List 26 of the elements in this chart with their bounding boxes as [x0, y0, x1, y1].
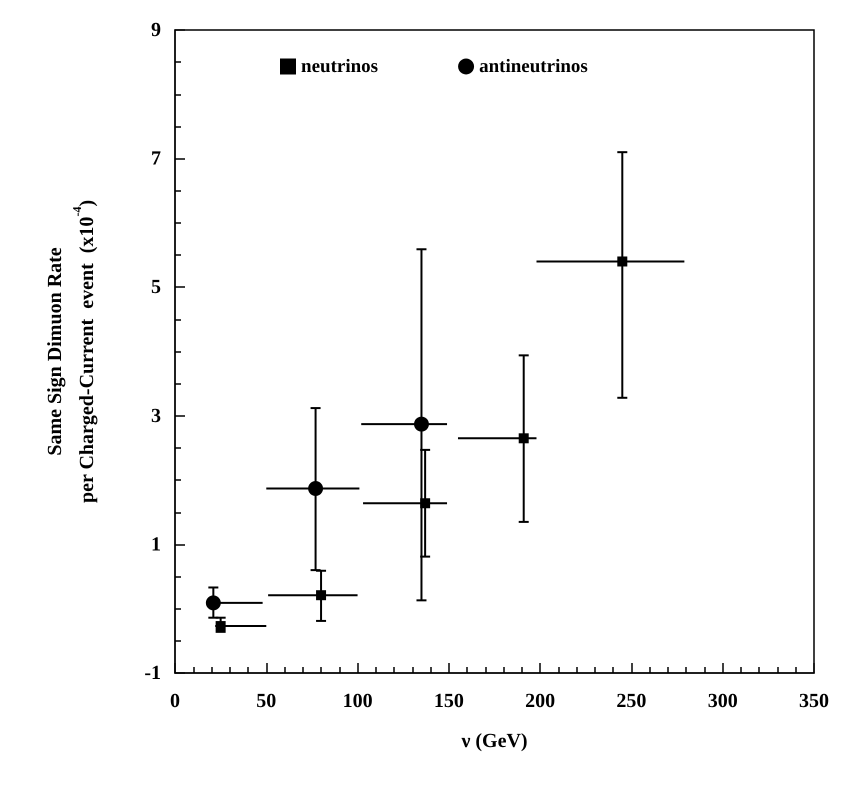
x-tick-label: 150 [434, 690, 464, 712]
point [617, 256, 628, 266]
point [414, 416, 429, 432]
x-axis-title: ν (GeV) [460, 730, 528, 752]
x-tick-label: 200 [525, 690, 556, 712]
y-tick-label: 3 [151, 404, 161, 427]
y-tick-label: -1 [144, 662, 161, 684]
y-axis-title: Same Sign Dimuon Rate per Charged-Current event (x10-4) [44, 200, 98, 504]
point [216, 621, 226, 632]
y-tick-label: 5 [151, 276, 161, 298]
y-tick-label: 9 [151, 19, 161, 41]
point [420, 498, 430, 508]
x-tick-label: 100 [342, 690, 373, 712]
y-tick-label: 1 [151, 533, 161, 556]
point [316, 590, 326, 600]
x-tick-label: 250 [616, 690, 646, 712]
x-tick-label: 300 [708, 690, 738, 712]
y-tick-label: 7 [151, 148, 161, 170]
x-tick-label: 50 [256, 690, 276, 712]
legend-label: neutrinos [301, 56, 378, 77]
x-tick-label: 0 [170, 690, 180, 712]
legend-label: antineutrinos [479, 56, 588, 77]
point [518, 433, 529, 444]
point [206, 595, 221, 610]
point [308, 480, 324, 496]
x-tick-label: 350 [799, 690, 829, 712]
